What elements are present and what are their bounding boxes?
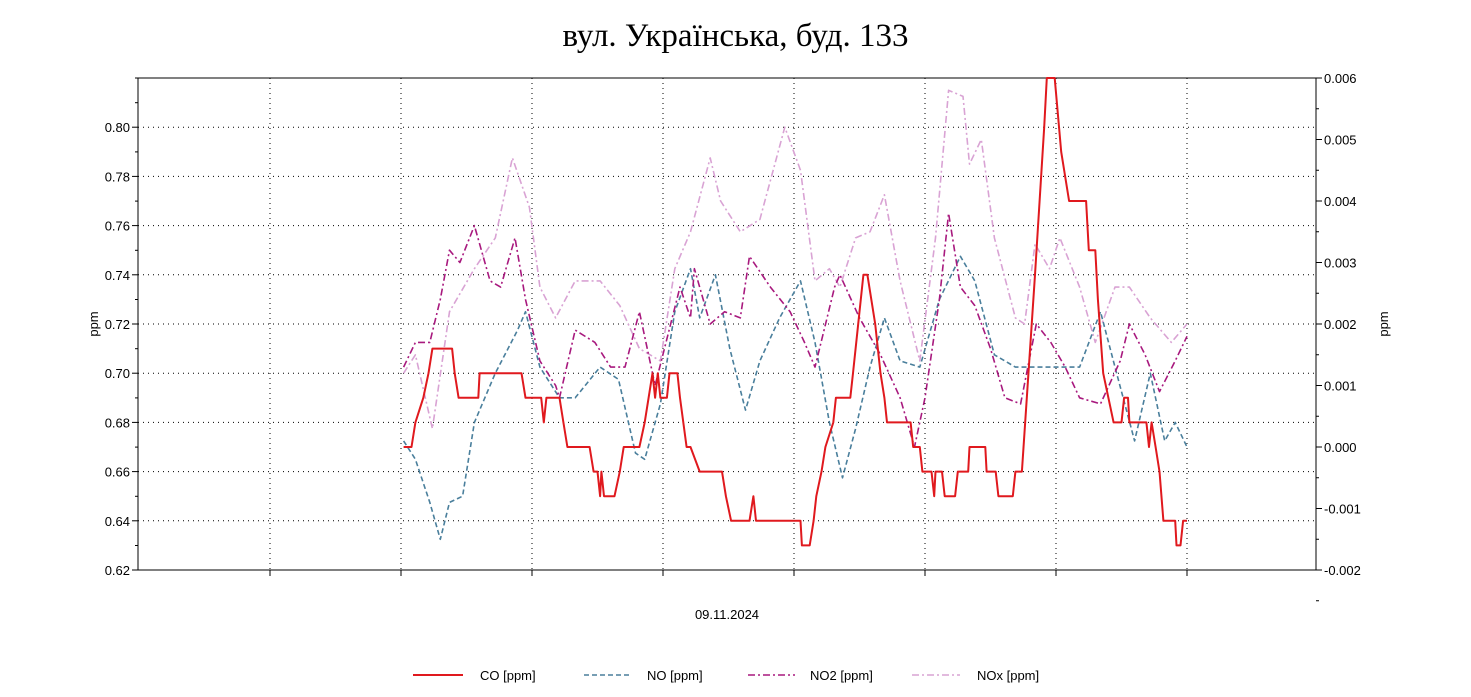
y-tick-label-left: 0.74 [105,268,130,283]
x-axis-label: 09.11.2024 [695,607,759,622]
y-tick-label-left: 0.64 [105,514,130,529]
y-tick-label-right: -0.001 [1324,502,1361,517]
legend-label-nox: NOx [ppm] [977,668,1039,683]
y-axis-label-right: ppm [1376,311,1391,336]
y-tick-label-right: -0.002 [1324,563,1361,578]
y-tick-label-right: 0.004 [1324,194,1357,209]
y-tick-label-left: 0.66 [105,465,130,480]
legend-label-co: CO [ppm] [480,668,536,683]
y-axis-label-left: ppm [86,311,101,336]
y-tick-label-left: 0.70 [105,366,130,381]
y-tick-label-left: 0.68 [105,415,130,430]
series-line-co [403,77,1187,547]
series-line-no2 [402,212,1188,448]
y-tick-label-left: 0.62 [105,563,130,578]
chart-title: вул. Українська, буд. 133 [562,18,909,54]
series-line-nox [402,89,1188,430]
y-tick-label-right: 0.006 [1324,71,1357,86]
y-tick-label-left: 0.80 [105,120,130,135]
y-tick-label-right: 0.003 [1324,256,1357,271]
y-tick-label-left: 0.76 [105,219,130,234]
y-tick-label-right: 0.000 [1324,440,1357,455]
legend-label-no: NO [ppm] [647,668,703,683]
series-line-no [402,255,1188,541]
y-tick-label-right: 0.002 [1324,317,1357,332]
y-tick-label-left: 0.78 [105,169,130,184]
y-tick-label-right: 0.001 [1324,379,1357,394]
legend-label-no2: NO2 [ppm] [810,668,873,683]
y-tick-label-right: 0.005 [1324,133,1357,148]
y-tick-label-left: 0.72 [105,317,130,332]
